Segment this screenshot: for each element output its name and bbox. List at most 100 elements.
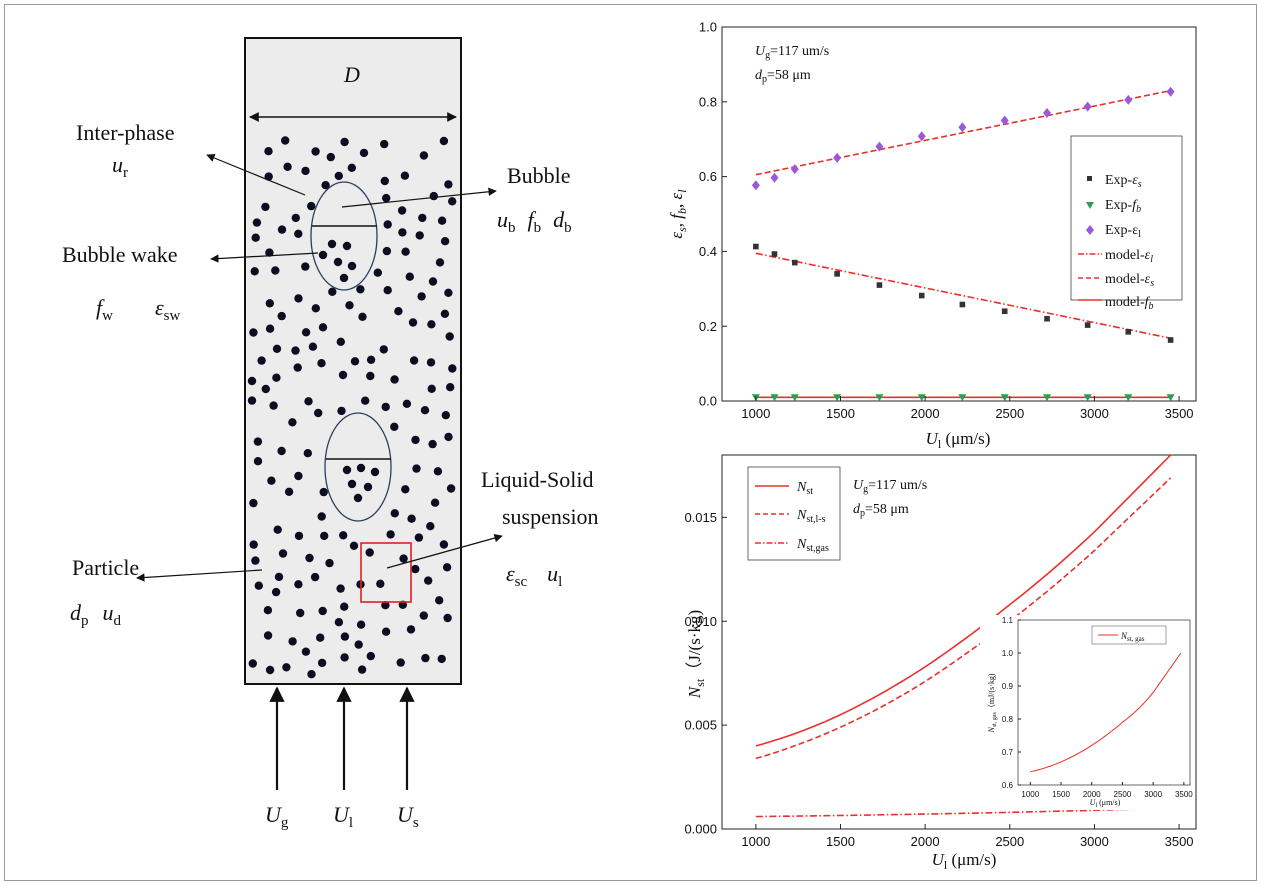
x-tick-label: 3000 <box>1080 406 1109 421</box>
particle-dot <box>334 618 344 627</box>
particle-dot <box>338 370 348 380</box>
x-tick-label: 2000 <box>1083 790 1101 799</box>
particle-dot <box>340 602 349 611</box>
particle-dot <box>337 406 346 416</box>
wake-symbols: fw εsw <box>96 295 180 324</box>
data-point <box>1000 115 1009 126</box>
y-tick-label: 1.0 <box>1002 649 1014 658</box>
particle-dot <box>414 533 424 542</box>
particle-dot <box>253 457 263 466</box>
plot-area <box>721 26 1197 402</box>
data-point <box>1084 322 1091 328</box>
particle-dot <box>321 181 330 190</box>
particle-dot <box>345 301 354 310</box>
particle-dot <box>294 580 303 589</box>
particle-dot <box>366 371 375 381</box>
particle-dot <box>383 286 392 295</box>
x-tick-label: 2500 <box>995 834 1024 849</box>
particle-dot <box>399 554 408 563</box>
particle-dot <box>296 608 305 618</box>
particle-dot <box>435 596 444 605</box>
particle-dot <box>294 471 303 481</box>
particle-dot <box>294 229 303 238</box>
data-point <box>791 259 798 266</box>
particle-dot <box>429 191 438 201</box>
x-axis-label: Ul (μm/s) <box>926 429 991 451</box>
x-tick-label: 1000 <box>1021 790 1039 799</box>
svg-text:Ul (μm/s): Ul (μm/s) <box>1090 798 1121 809</box>
particle-dot <box>333 257 343 267</box>
x-tick-label: 2000 <box>911 406 940 421</box>
bubble-lower <box>324 412 392 522</box>
interphase-arrow <box>206 153 306 196</box>
data-point <box>770 394 779 402</box>
particle-dot <box>430 498 440 507</box>
particle-dot <box>308 342 318 351</box>
particle-dot <box>263 631 273 640</box>
particle-dot <box>253 437 263 446</box>
particle-dot <box>303 449 312 458</box>
interphase-title: Inter-phase <box>76 120 175 145</box>
particle-dot <box>265 299 274 308</box>
particle-dot <box>401 485 410 494</box>
particle-dot <box>409 356 419 365</box>
particle-dot <box>318 323 328 332</box>
particle-dot <box>301 328 311 337</box>
svg-text:Nst, gas（mJ/(s·kg): Nst, gas（mJ/(s·kg) <box>987 673 998 733</box>
particle-dot <box>408 318 418 327</box>
particle-dot <box>281 136 290 145</box>
particle-dot <box>251 233 260 242</box>
series-line <box>755 252 1171 339</box>
data-point <box>958 122 967 133</box>
chart-holdup: 1000 1500 2000 2500 3000 3500 0.0 0.2 0.4 0.6 0.8 1… <box>667 20 1197 451</box>
particle-dot <box>310 572 320 582</box>
particle-dot <box>396 658 405 667</box>
particle-dot <box>437 216 447 225</box>
particle-dot <box>265 324 275 333</box>
data-point <box>959 301 966 308</box>
data-point <box>1043 108 1052 119</box>
particle-dot <box>401 247 410 256</box>
inlet-label-liquid: Ul <box>333 802 353 831</box>
particle-dot <box>311 147 320 156</box>
particle-dot <box>247 376 257 386</box>
particle-dot <box>417 292 426 301</box>
particle-dot <box>272 344 282 353</box>
particle-dot <box>428 277 438 286</box>
data-point <box>834 271 840 277</box>
y-tick-label: 1.0 <box>699 20 717 35</box>
chart-power: 1000 1500 2000 2500 3000 3500 0.000 0.005 0.010 0… <box>684 454 1197 872</box>
legend: Exp-εs Exp-fb Exp-εl model-εl model-εs m… <box>1070 135 1183 312</box>
particle-dot <box>273 525 282 534</box>
inset-marks <box>1030 652 1182 773</box>
annotation: Ug=117 um/s dp=58 μm <box>755 44 829 85</box>
svg-text:Nst,gas: Nst,gas <box>796 537 829 554</box>
particle-dot <box>353 493 363 503</box>
particle-dot <box>301 166 310 176</box>
inlet-label-gas: Ug <box>265 802 289 831</box>
particle-dot <box>336 584 345 593</box>
particle-dot <box>358 312 367 321</box>
particle-dot <box>359 148 369 158</box>
particle-dot <box>263 606 273 615</box>
x-tick-label: 1000 <box>741 834 770 849</box>
particle-dot <box>356 620 366 629</box>
bubble-symbols: ub fb db <box>497 207 572 236</box>
particle-dot <box>398 228 407 237</box>
particle-dot <box>320 531 329 541</box>
particle-dot <box>339 531 348 540</box>
particle-dot <box>411 564 420 574</box>
annotation: Ug=117 um/s dp=58 μm <box>853 478 927 519</box>
particle-dot <box>448 197 457 206</box>
particle-dot <box>394 307 403 316</box>
particle-dot <box>271 266 280 275</box>
bubble-arrow <box>341 187 497 208</box>
svg-text:Ug=117 um/s: Ug=117 um/s <box>853 478 927 495</box>
particle-dot <box>370 467 380 477</box>
y-tick-label: 1.1 <box>1002 616 1014 625</box>
x-tick-label: 1500 <box>1052 790 1070 799</box>
axis-ticks: 1000 1500 2000 2500 3000 3500 0.000 0.005 0.010 0… <box>684 510 1193 849</box>
particle-dot <box>390 422 399 431</box>
particle-dot <box>301 262 310 271</box>
